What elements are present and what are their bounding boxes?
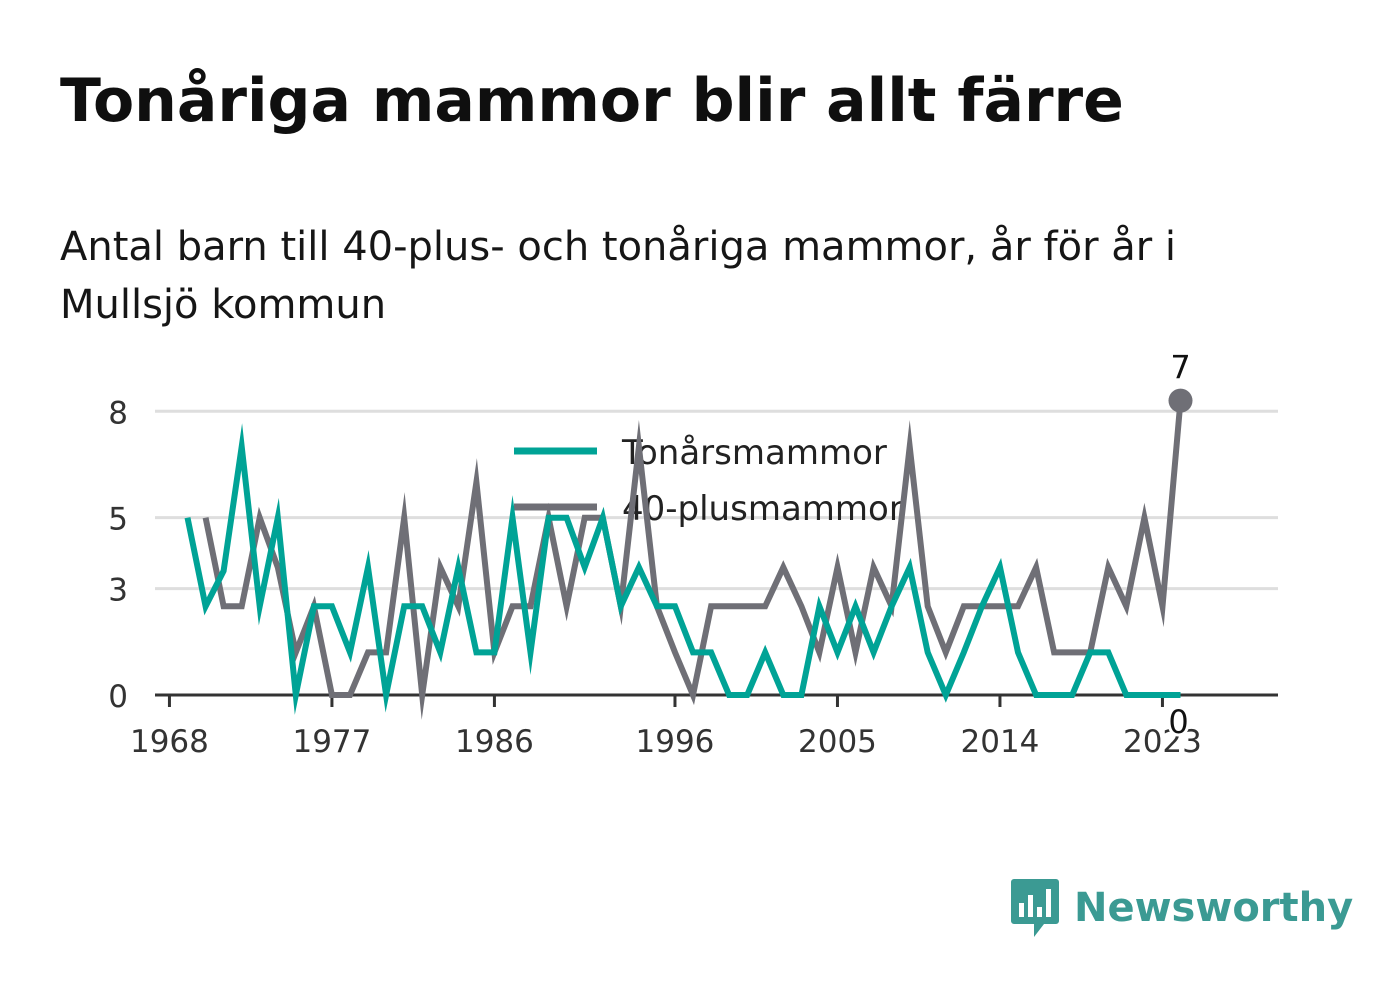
end-label-tonarsmammor: 0: [1168, 703, 1188, 741]
brand-logo: Newsworthy: [1010, 876, 1353, 940]
end-labels: 70: [1165, 346, 1193, 744]
legend-label-tonarsmammor: Tonårsmammor: [621, 433, 887, 473]
tick-labels: 0 3 5 8 1968 1977 1986 1996 2005 2014 2023: [108, 395, 1202, 760]
y-tick-label: 8: [108, 395, 128, 431]
end-label-40-plusmammor: 7: [1170, 349, 1190, 387]
series-lines: [184, 400, 1184, 720]
x-tick-label: 1996: [636, 724, 715, 760]
x-tick-label: 2023: [1123, 724, 1202, 760]
y-tick-label: 5: [108, 502, 128, 538]
grid-lines: [155, 409, 1278, 591]
brand-name: Newsworthy: [1074, 885, 1354, 931]
legend-label-40-plusmammor: 40-plusmammor: [622, 489, 903, 529]
series-line-40-plusmammor: [202, 400, 1184, 720]
series-line-tonarsmammor: [184, 423, 1181, 715]
y-tick-label: 0: [108, 679, 128, 715]
chart-title: Tonåriga mammor blir allt färre: [60, 66, 1124, 136]
x-tick-label: 1977: [292, 724, 371, 760]
x-axis: [155, 693, 1278, 707]
x-tick-label: 1986: [455, 724, 534, 760]
legend: Tonårsmammor 40-plusmammor: [514, 433, 903, 529]
chart-subtitle: Antal barn till 40-plus- och tonåriga ma…: [60, 224, 1177, 328]
x-tick-label: 2005: [798, 724, 877, 760]
y-tick-label: 3: [108, 573, 128, 609]
x-tick-label: 1968: [130, 724, 209, 760]
bar-chart-speech-bubble-icon: [1011, 879, 1059, 937]
x-tick-label: 2014: [961, 724, 1040, 760]
end-marker-40-plusmammor: [1168, 388, 1193, 413]
